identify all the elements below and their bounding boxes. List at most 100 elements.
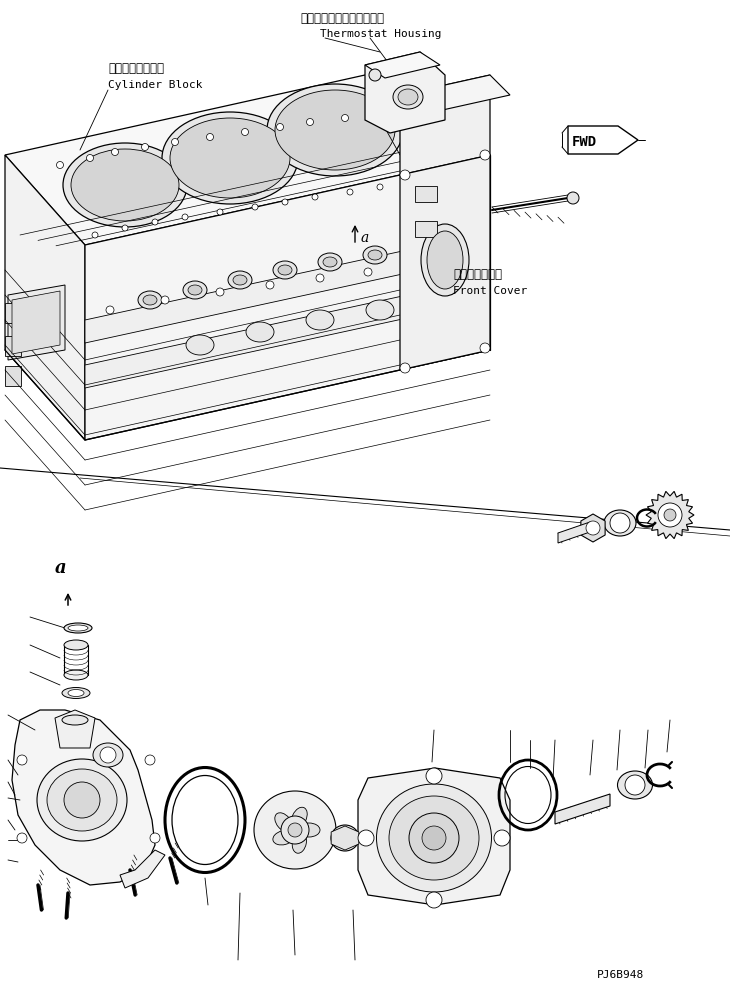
Circle shape [664, 509, 676, 521]
Ellipse shape [62, 715, 88, 725]
Polygon shape [85, 277, 490, 388]
Ellipse shape [183, 281, 207, 299]
Ellipse shape [604, 510, 636, 536]
Circle shape [182, 214, 188, 220]
Polygon shape [555, 794, 610, 824]
Polygon shape [568, 126, 638, 154]
Circle shape [172, 138, 179, 145]
Ellipse shape [318, 253, 342, 271]
Circle shape [288, 823, 302, 837]
Bar [415, 186, 437, 202]
Ellipse shape [170, 118, 290, 198]
Text: シリンダブロック: シリンダブロック [108, 62, 164, 75]
Ellipse shape [71, 149, 179, 221]
Ellipse shape [188, 285, 202, 295]
Ellipse shape [306, 310, 334, 330]
Polygon shape [365, 52, 445, 133]
Circle shape [17, 833, 27, 843]
Circle shape [358, 830, 374, 846]
Ellipse shape [63, 143, 187, 227]
Ellipse shape [275, 90, 395, 170]
Circle shape [411, 262, 419, 270]
Ellipse shape [291, 807, 307, 828]
Ellipse shape [64, 623, 92, 633]
Text: Front Cover: Front Cover [453, 286, 527, 296]
Circle shape [277, 124, 283, 130]
Ellipse shape [273, 830, 294, 845]
Ellipse shape [408, 239, 432, 257]
Circle shape [409, 813, 459, 863]
Ellipse shape [143, 295, 157, 305]
Ellipse shape [64, 640, 88, 650]
Circle shape [372, 110, 378, 117]
Ellipse shape [62, 688, 90, 699]
Text: a: a [361, 231, 369, 245]
Ellipse shape [254, 791, 336, 869]
Circle shape [422, 826, 446, 850]
Bar [415, 221, 437, 237]
Circle shape [122, 225, 128, 231]
Circle shape [426, 768, 442, 784]
Ellipse shape [68, 625, 88, 631]
Ellipse shape [273, 261, 297, 279]
Ellipse shape [93, 743, 123, 767]
Circle shape [56, 161, 64, 169]
Circle shape [480, 150, 490, 160]
Polygon shape [358, 768, 510, 905]
Polygon shape [400, 75, 510, 115]
Circle shape [625, 775, 645, 795]
Ellipse shape [393, 85, 423, 109]
Polygon shape [120, 850, 165, 888]
Ellipse shape [398, 89, 418, 105]
Circle shape [266, 281, 274, 289]
Circle shape [400, 170, 410, 180]
Circle shape [86, 154, 93, 161]
Ellipse shape [274, 813, 293, 832]
Polygon shape [558, 522, 590, 543]
Circle shape [347, 189, 353, 195]
Circle shape [567, 192, 579, 204]
Bar [5, 336, 21, 356]
Ellipse shape [186, 335, 214, 355]
Circle shape [112, 148, 118, 155]
Ellipse shape [368, 250, 382, 260]
Polygon shape [8, 285, 65, 360]
Ellipse shape [138, 291, 162, 309]
Polygon shape [646, 491, 694, 538]
Circle shape [207, 133, 213, 140]
Text: Thermostat Housing: Thermostat Housing [320, 29, 442, 39]
Ellipse shape [421, 224, 469, 296]
Circle shape [426, 892, 442, 908]
Polygon shape [12, 710, 155, 885]
Ellipse shape [64, 670, 88, 680]
Circle shape [312, 194, 318, 200]
Ellipse shape [233, 275, 247, 285]
Circle shape [161, 296, 169, 304]
Circle shape [342, 115, 348, 122]
Ellipse shape [162, 112, 298, 204]
Polygon shape [581, 514, 605, 542]
Circle shape [145, 755, 155, 765]
Circle shape [456, 256, 464, 264]
Ellipse shape [331, 825, 359, 851]
Circle shape [17, 755, 27, 765]
Ellipse shape [292, 832, 307, 854]
Ellipse shape [337, 831, 353, 845]
Circle shape [281, 816, 309, 844]
Circle shape [252, 204, 258, 210]
Circle shape [282, 199, 288, 205]
Circle shape [150, 833, 160, 843]
Circle shape [494, 830, 510, 846]
Circle shape [658, 503, 682, 527]
Text: フロントカバー: フロントカバー [453, 268, 502, 281]
Polygon shape [55, 710, 95, 748]
Ellipse shape [413, 243, 427, 253]
Circle shape [480, 343, 490, 353]
Circle shape [216, 288, 224, 296]
Text: a: a [55, 559, 66, 577]
Polygon shape [400, 155, 490, 370]
Text: サーモスタットハウジング: サーモスタットハウジング [300, 12, 384, 25]
Circle shape [92, 232, 98, 238]
Circle shape [142, 143, 148, 150]
Polygon shape [12, 291, 60, 354]
